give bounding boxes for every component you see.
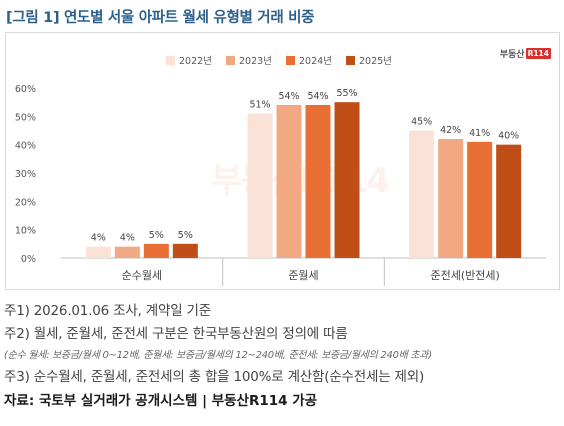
legend-label: 2023년 <box>239 56 272 67</box>
bar <box>467 141 493 258</box>
note-3: 주3) 순수월세, 준월세, 준전세의 총 합을 100%로 계산함(순수전세는… <box>4 369 425 385</box>
bar <box>114 246 140 258</box>
bar <box>247 113 273 258</box>
data-label: 4% <box>91 233 106 244</box>
source-line: 자료: 국토부 실거래가 공개시스템 | 부동산R114 가공 <box>4 393 318 409</box>
data-label: 45% <box>411 117 432 128</box>
footnotes: 주1) 2026.01.06 조사, 계약일 기준 주2) 월세, 준월세, 준… <box>4 300 560 413</box>
category-label: 준전세(반전세) <box>431 269 500 282</box>
y-tick-label: 20% <box>15 197 36 208</box>
data-label: 54% <box>278 91 299 102</box>
bar <box>143 243 169 258</box>
category-label: 순수월세 <box>122 269 162 282</box>
data-label: 5% <box>149 230 164 241</box>
figure-title: [그림 1] 연도별 서울 아파트 월세 유형별 거래 비중 <box>6 10 315 26</box>
chart-area: 부동산R114 0% 10% 20% 30% 40% 50% 60% 2022년 2023년 20… <box>5 32 560 290</box>
legend-label: 2022년 <box>179 56 212 67</box>
data-label: 40% <box>498 131 519 142</box>
note-2: 주2) 월세, 준월세, 준전세 구분은 한국부동산원의 정의에 따름 <box>4 326 348 342</box>
note-definition: (순수 월세: 보증금/월세 0~12배, 준월세: 보증금/월세의 12~24… <box>4 350 432 361</box>
legend-label: 2025년 <box>359 56 392 67</box>
y-tick-label: 10% <box>15 226 36 237</box>
data-label: 41% <box>469 128 490 139</box>
bar <box>85 246 111 258</box>
brand-logo: 부동산 R114 <box>500 47 551 60</box>
bar-chart: 0% 10% 20% 30% 40% 50% 60% 2022년 2023년 2024년 2025년… <box>15 56 546 286</box>
brand-logo-text: 부동산 <box>499 50 525 60</box>
data-label: 55% <box>336 88 357 99</box>
brand-logo-badge: R114 <box>525 48 551 59</box>
bar <box>496 144 522 258</box>
data-label: 54% <box>307 91 328 102</box>
note-1: 주1) 2026.01.06 조사, 계약일 기준 <box>4 303 211 319</box>
legend-swatch <box>226 56 235 65</box>
y-tick-label: 60% <box>15 84 36 95</box>
legend-swatch <box>346 56 355 65</box>
legend-swatch <box>166 56 175 65</box>
data-label: 5% <box>178 230 193 241</box>
data-label: 42% <box>440 125 461 136</box>
bar <box>409 130 435 258</box>
y-tick-label: 40% <box>15 141 36 152</box>
data-label: 51% <box>249 100 270 111</box>
y-tick-label: 0% <box>21 254 36 265</box>
bar <box>276 105 302 258</box>
bar <box>305 105 331 258</box>
category-label: 준월세 <box>288 269 318 282</box>
y-tick-label: 30% <box>15 169 36 180</box>
bar <box>334 102 360 259</box>
y-tick-label: 50% <box>15 112 36 123</box>
legend-label: 2024년 <box>299 56 332 67</box>
bar <box>172 243 198 258</box>
legend-swatch <box>286 56 295 65</box>
data-label: 4% <box>120 233 135 244</box>
bar <box>438 139 464 258</box>
